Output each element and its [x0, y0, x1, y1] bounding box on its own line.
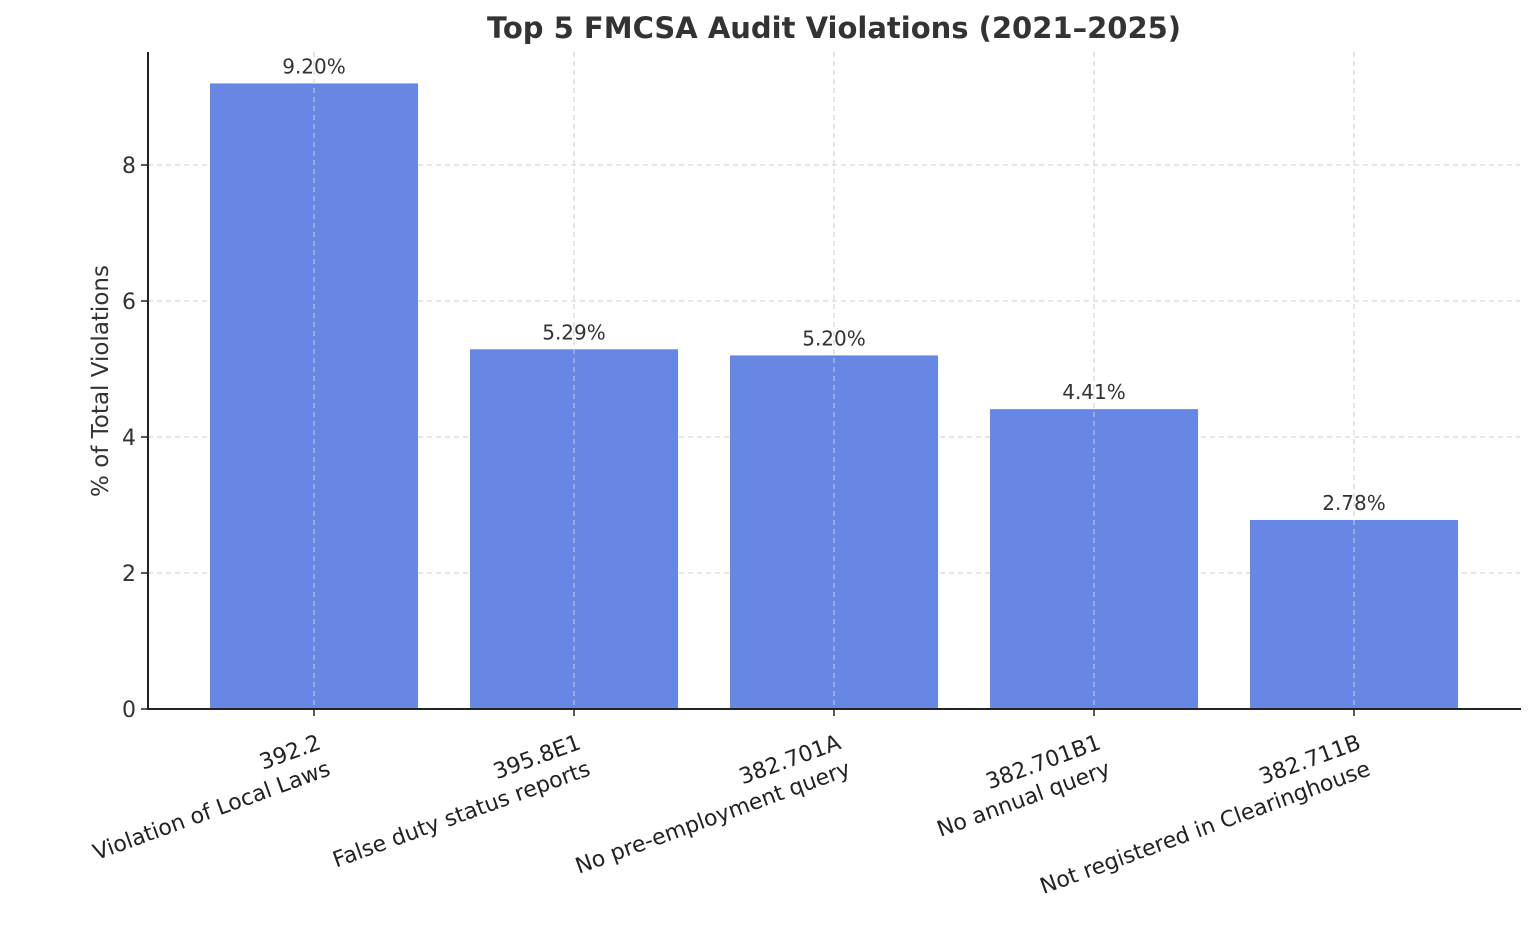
value-labels: 9.20% 5.29% 5.20% 4.41% 2.78%	[282, 54, 1386, 515]
bar-value-label: 4.41%	[1062, 380, 1126, 404]
category-description: False duty status reports	[330, 757, 594, 874]
y-tick-label: 4	[122, 426, 136, 451]
y-axis-label: % of Total Violations	[88, 265, 114, 497]
category-description: Violation of Local Laws	[90, 757, 334, 866]
bar-value-label: 5.29%	[542, 320, 606, 344]
bar-value-label: 2.78%	[1322, 491, 1386, 515]
bar-value-label: 5.20%	[802, 326, 866, 350]
bar-value-label: 9.20%	[282, 54, 346, 78]
y-tick-label: 0	[122, 698, 136, 723]
category-description: No pre-employment query	[572, 757, 854, 880]
chart-title: Top 5 FMCSA Audit Violations (2021–2025)	[487, 11, 1181, 45]
vertical-grid-lines	[313, 52, 1355, 709]
y-tick-label: 8	[122, 154, 136, 179]
y-tick-label: 6	[122, 290, 136, 315]
y-ticks: 0 2 4 6 8	[122, 154, 148, 723]
y-tick-label: 2	[122, 562, 136, 587]
